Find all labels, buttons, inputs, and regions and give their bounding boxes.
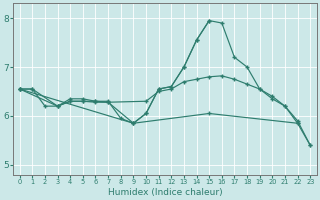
X-axis label: Humidex (Indice chaleur): Humidex (Indice chaleur): [108, 188, 222, 197]
